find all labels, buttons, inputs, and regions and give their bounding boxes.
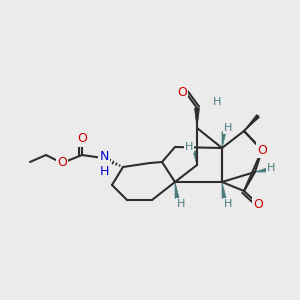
Text: O: O [77, 133, 87, 146]
Polygon shape [222, 182, 226, 198]
Text: H: H [224, 199, 232, 209]
Polygon shape [175, 182, 179, 198]
Polygon shape [222, 132, 226, 148]
Polygon shape [255, 168, 267, 172]
Text: O: O [57, 157, 67, 169]
Text: H: H [213, 97, 221, 107]
Text: O: O [257, 143, 267, 157]
Text: H: H [185, 142, 193, 152]
Text: N
H: N H [99, 150, 109, 178]
Text: H: H [177, 199, 185, 209]
Text: O: O [253, 197, 263, 211]
Text: H: H [224, 123, 232, 133]
Text: O: O [177, 86, 187, 100]
Text: H: H [267, 163, 275, 173]
Polygon shape [244, 115, 260, 131]
Polygon shape [193, 151, 197, 165]
Polygon shape [194, 108, 200, 128]
